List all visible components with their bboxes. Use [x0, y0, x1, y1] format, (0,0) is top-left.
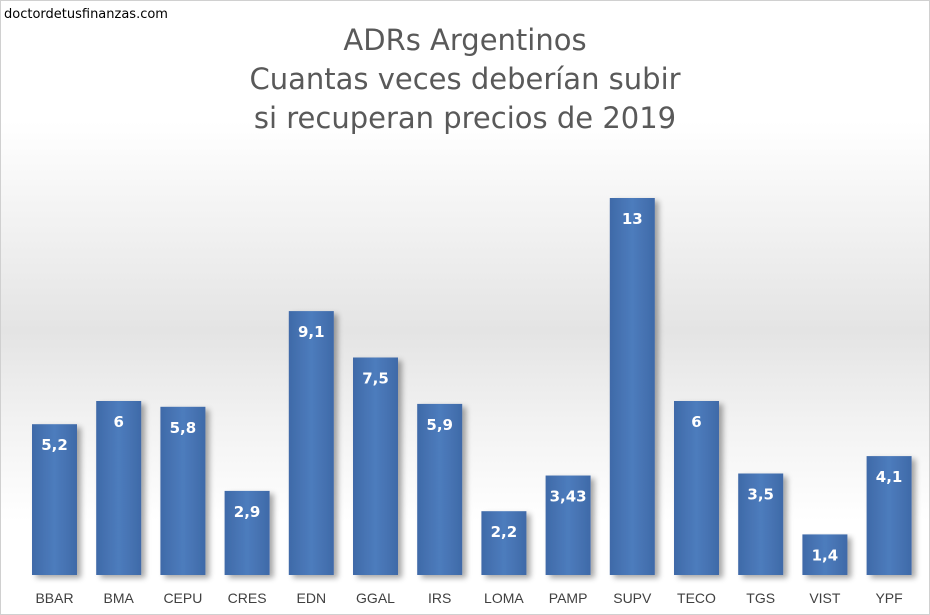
bar-ypf — [866, 456, 912, 575]
x-tick-label-edn: EDN — [297, 590, 327, 606]
x-tick-label-ggal: GGAL — [356, 590, 395, 606]
data-label-vist: 1,4 — [812, 546, 839, 564]
bar-cres — [224, 490, 270, 575]
data-label-bma: 6 — [113, 413, 123, 431]
bar-cepu — [160, 406, 206, 575]
chart-title-line-3: si recuperan precios de 2019 — [253, 101, 677, 135]
data-label-irs: 5,9 — [426, 416, 453, 434]
chart-title: ADRs Argentinos Cuantas veces deberían s… — [1, 21, 929, 138]
x-tick-label-pamp: PAMP — [549, 590, 588, 606]
bar-ggal — [353, 357, 398, 575]
data-label-cres: 2,9 — [234, 503, 261, 521]
data-label-cepu: 5,8 — [170, 419, 197, 437]
bar-teco — [674, 401, 719, 575]
x-axis-ticks: BBAR BMA CEPU CRES EDN GGAL IRS LOMA PAMP SUPV TEC… — [35, 590, 902, 606]
x-tick-label-cres: CRES — [228, 590, 267, 606]
data-label-loma: 2,2 — [491, 523, 518, 541]
x-tick-label-bbar: BBAR — [35, 590, 73, 606]
x-tick-label-teco: TECO — [677, 590, 716, 606]
x-tick-label-supv: SUPV — [613, 590, 652, 606]
x-tick-label-tgs: TGS — [746, 590, 775, 606]
bar-loma — [481, 511, 527, 575]
chart-title-line-1: ADRs Argentinos — [343, 23, 587, 57]
x-tick-label-ypf: YPF — [875, 590, 902, 606]
bar-supv — [609, 198, 655, 575]
chart-title-line-2: Cuantas veces deberían subir — [249, 62, 681, 96]
bar-vist — [802, 534, 848, 575]
data-label-ypf: 4,1 — [876, 468, 903, 486]
data-label-tgs: 3,5 — [747, 486, 774, 504]
data-label-ggal: 7,5 — [362, 370, 389, 388]
bar-pamp — [545, 475, 591, 575]
data-label-edn: 9,1 — [298, 323, 325, 341]
data-label-supv: 13 — [622, 210, 643, 228]
data-label-teco: 6 — [691, 413, 701, 431]
x-tick-label-loma: LOMA — [484, 590, 524, 606]
x-tick-label-irs: IRS — [428, 590, 451, 606]
data-label-pamp: 3,43 — [550, 488, 587, 506]
bars-group: 5,2 6 5,8 2,9 9,1 7,5 5,9 2,2 3,43 13 6 3,5 1,4 4,1 — [32, 198, 912, 575]
x-tick-label-vist: VIST — [809, 590, 841, 606]
bar-irs — [417, 403, 463, 575]
bar-bma — [96, 401, 142, 575]
data-label-bbar: 5,2 — [41, 436, 68, 454]
bar-bbar — [32, 424, 77, 575]
x-tick-label-bma: BMA — [104, 590, 135, 606]
bar-edn — [288, 311, 334, 575]
x-tick-label-cepu: CEPU — [163, 590, 202, 606]
watermark-text: doctordetusfinanzas.com — [4, 7, 168, 22]
bar-tgs — [738, 473, 784, 575]
